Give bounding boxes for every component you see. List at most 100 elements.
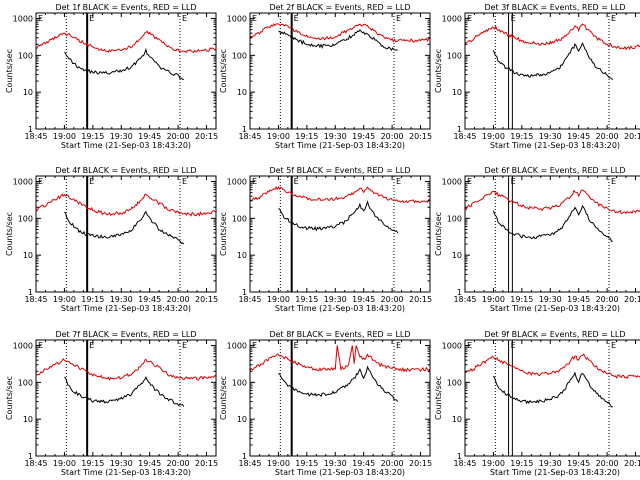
x-tick-label: 19:45	[352, 132, 375, 141]
panel-title: Det 6f BLACK = Events, RED = LLD	[484, 166, 625, 175]
x-tick-label: 19:30	[324, 132, 347, 141]
y-tick-label: 10	[23, 251, 33, 260]
y-axis-label: Counts/sec	[434, 212, 443, 256]
x-tick-label: 20:00	[167, 132, 190, 141]
x-tick-label: 20:15	[195, 132, 218, 141]
flag-label: E	[89, 177, 94, 186]
x-tick-label: 19:15	[81, 132, 104, 141]
x-axis-label: Start Time (21-Sep-03 18:43:20)	[490, 304, 620, 313]
lld-series-line	[35, 193, 217, 217]
y-tick-label: 100	[447, 51, 462, 60]
x-tick-label: 20:15	[624, 132, 640, 141]
x-tick-label: 19:45	[567, 295, 590, 304]
y-tick-label: 1	[457, 288, 462, 297]
x-axis-label: Start Time (21-Sep-03 18:43:20)	[490, 468, 620, 477]
flag-label: E	[611, 14, 616, 23]
flag-label: E	[511, 14, 516, 23]
x-tick-label: 20:00	[381, 295, 404, 304]
plot-frame	[464, 175, 640, 293]
x-tick-label: 19:15	[81, 459, 104, 468]
x-tick-label: 20:15	[624, 295, 640, 304]
y-tick-label: 1000	[227, 178, 247, 187]
y-axis-label: Counts/sec	[5, 376, 14, 420]
flag-label: E	[182, 341, 187, 350]
flag-label: E	[182, 177, 187, 186]
y-tick-label: 100	[232, 214, 247, 223]
x-tick-label: 19:00	[267, 295, 290, 304]
x-tick-label: 19:15	[295, 295, 318, 304]
y-tick-label: 10	[237, 415, 247, 424]
lld-series-line	[249, 23, 431, 43]
x-tick-label: 20:00	[596, 132, 619, 141]
plot-frame	[249, 175, 431, 293]
x-tick-label: 19:00	[482, 295, 505, 304]
events-series-line	[278, 29, 398, 52]
x-tick-label: 19:00	[482, 459, 505, 468]
plot-frame	[249, 12, 431, 130]
x-tick-label: 19:30	[110, 132, 133, 141]
x-tick-label: 20:00	[381, 459, 404, 468]
x-tick-label: 18:45	[453, 132, 476, 141]
plot-frame	[35, 12, 217, 130]
flag-label: E	[89, 341, 94, 350]
y-tick-label: 10	[237, 88, 247, 97]
x-tick-label: 20:00	[596, 459, 619, 468]
events-series-line	[278, 365, 399, 402]
y-tick-label: 1	[242, 125, 247, 134]
y-tick-label: 10	[237, 251, 247, 260]
events-series-line	[492, 371, 613, 408]
x-axis-label: Start Time (21-Sep-03 18:43:20)	[275, 468, 405, 477]
flag-label: E	[396, 177, 401, 186]
y-tick-label: 1000	[13, 178, 33, 187]
x-tick-label: 19:45	[567, 132, 590, 141]
panel-title: Det 3f BLACK = Events, RED = LLD	[484, 3, 625, 12]
x-tick-label: 18:45	[238, 132, 261, 141]
events-series-line	[492, 204, 613, 242]
x-axis-label: Start Time (21-Sep-03 18:43:20)	[275, 141, 405, 150]
lld-series-line	[35, 358, 217, 381]
x-axis-label: Start Time (21-Sep-03 18:43:20)	[61, 468, 191, 477]
x-tick-label: 19:15	[295, 459, 318, 468]
flag-label: E	[511, 341, 516, 350]
flag-label: E	[89, 14, 94, 23]
x-tick-label: 18:45	[24, 295, 47, 304]
flag-label: E	[294, 14, 299, 23]
x-tick-label: 20:00	[167, 295, 190, 304]
y-tick-label: 100	[18, 378, 33, 387]
y-axis-label: Counts/sec	[219, 212, 228, 256]
x-tick-label: 19:30	[110, 295, 133, 304]
events-series-line	[64, 376, 185, 407]
y-axis-label: Counts/sec	[219, 376, 228, 420]
x-axis-label: Start Time (21-Sep-03 18:43:20)	[61, 304, 191, 313]
x-tick-label: 19:30	[324, 295, 347, 304]
x-tick-label: 20:15	[409, 459, 432, 468]
x-tick-label: 18:45	[238, 459, 261, 468]
y-tick-label: 1000	[442, 15, 462, 24]
lld-series-line	[464, 23, 640, 51]
x-tick-label: 19:30	[324, 459, 347, 468]
y-tick-label: 100	[232, 51, 247, 60]
lld-series-line	[249, 185, 431, 204]
y-tick-label: 1000	[442, 178, 462, 187]
flag-label: E	[511, 177, 516, 186]
y-tick-label: 10	[452, 251, 462, 260]
y-tick-label: 10	[452, 415, 462, 424]
y-axis-label: Counts/sec	[5, 49, 14, 93]
y-tick-label: 100	[18, 214, 33, 223]
y-tick-label: 100	[232, 378, 247, 387]
plot-frame	[35, 339, 217, 457]
lld-series-line	[249, 345, 431, 373]
events-series-line	[492, 41, 614, 80]
x-tick-label: 19:45	[352, 295, 375, 304]
panel-title: Det 5f BLACK = Events, RED = LLD	[269, 166, 410, 175]
panel-title: Det 7f BLACK = Events, RED = LLD	[55, 330, 196, 339]
y-axis-label: Counts/sec	[434, 376, 443, 420]
x-tick-label: 19:00	[53, 132, 76, 141]
x-tick-label: 18:45	[238, 295, 261, 304]
flag-label: E	[294, 341, 299, 350]
